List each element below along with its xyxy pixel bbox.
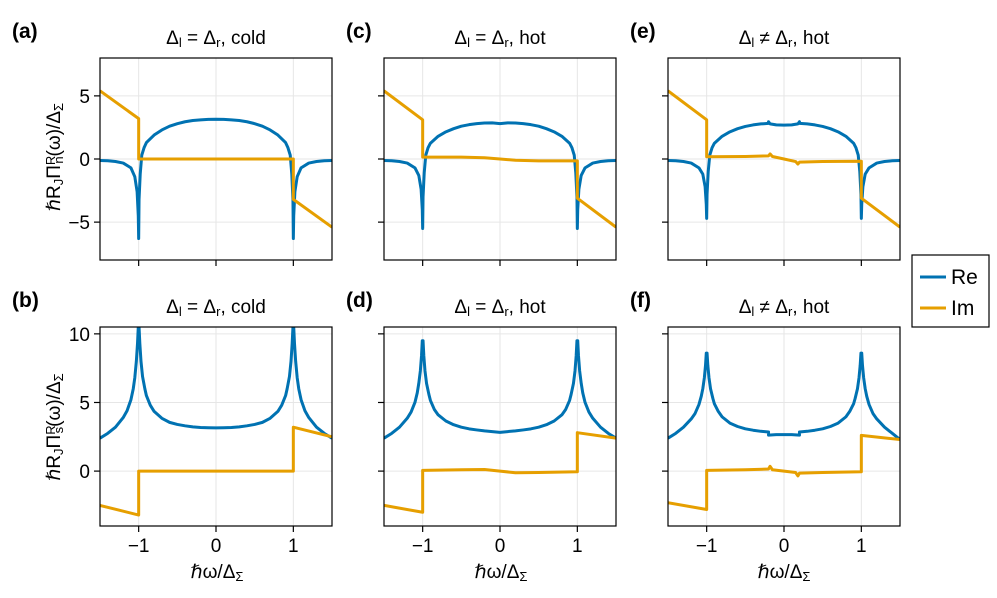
panel-c-letter: (c) xyxy=(346,20,372,43)
panel-d: −1 0 1 (d) Δl = Δr, hot xyxy=(346,289,617,557)
panel-c-title: Δl = Δr, hot xyxy=(454,28,546,50)
panel-b-title-relation: = xyxy=(182,297,204,318)
panel-b-letter: (b) xyxy=(12,289,39,312)
panel-e-title-sub-right: r xyxy=(788,35,793,50)
legend: Re Im xyxy=(911,254,990,328)
xlabel-col-1: ℏω/ΔΣ xyxy=(191,562,244,584)
panel-b: −1 0 1 10 5 0 (b) Δl = Δr, cold xyxy=(12,289,333,557)
panel-e-title: Δl ≠ Δr, hot xyxy=(739,28,830,50)
panel-f-title-delta-left: Δ xyxy=(739,297,752,318)
panel-e-series-im xyxy=(668,89,900,229)
panel-b-series-re xyxy=(100,327,332,440)
ylabel-row-bottom: ℏRJΠRs(ω)/ΔΣ xyxy=(43,373,66,480)
panel-a-title-relation: = xyxy=(182,28,204,49)
panel-c-title-sub-right: r xyxy=(504,35,509,50)
panel-a-title-sub-right: r xyxy=(216,35,221,50)
panel-a-title-rest: , cold xyxy=(220,28,265,49)
panel-c-title-rest: , hot xyxy=(509,28,547,49)
legend-label-re: Re xyxy=(951,266,978,289)
panel-b-xtick-label-1: 0 xyxy=(211,536,222,557)
panel-b-ytick-label-1: 5 xyxy=(79,393,90,414)
panel-d-title: Δl = Δr, hot xyxy=(454,297,546,319)
panel-f-xtick-label-1: 0 xyxy=(779,536,790,557)
panel-c-title-sub-left: l xyxy=(467,35,470,50)
panel-f-letter: (f) xyxy=(630,289,651,312)
panel-b-ytick-label-0: 10 xyxy=(69,325,90,346)
panel-e-title-rest: , hot xyxy=(792,28,830,49)
panel-f-title: Δl ≠ Δr, hot xyxy=(739,297,830,319)
panel-c: (c) Δl = Δr, hot xyxy=(346,20,617,266)
panel-f: −1 0 1 (f) Δl ≠ Δr, hot xyxy=(630,289,901,557)
panel-b-title-rest: , cold xyxy=(220,297,265,318)
panel-b-title-sub-left: l xyxy=(179,304,182,319)
panel-f-series-re xyxy=(668,351,900,441)
panel-d-title-relation: = xyxy=(470,297,492,318)
legend-box xyxy=(911,254,990,328)
legend-label-im: Im xyxy=(951,297,974,320)
panel-f-xtick-label-0: −1 xyxy=(696,536,718,557)
panel-a-ytick-label-1: 0 xyxy=(79,150,90,171)
panel-d-xtick-label-1: 0 xyxy=(495,536,506,557)
panel-e-series-re xyxy=(668,120,900,220)
panel-b-title-delta-right: Δ xyxy=(203,297,216,318)
panel-f-title-sub-left: l xyxy=(751,304,754,319)
panel-c-title-delta-left: Δ xyxy=(454,28,467,49)
panel-f-title-rest: , hot xyxy=(792,297,830,318)
panel-a-title: Δl = Δr, cold xyxy=(166,28,266,50)
panel-a-title-delta-left: Δ xyxy=(166,28,179,49)
panel-c-title-relation: = xyxy=(470,28,492,49)
panel-b-ytick-label-2: 0 xyxy=(79,462,90,483)
panel-a-ytick-label-2: −5 xyxy=(68,213,90,234)
panel-d-xtick-label-2: 1 xyxy=(572,536,583,557)
panel-b-title-delta-left: Δ xyxy=(166,297,179,318)
panel-b-xtick-label-2: 1 xyxy=(288,536,299,557)
panel-b-xtick-label-0: −1 xyxy=(128,536,150,557)
panel-c-series-re xyxy=(384,121,616,230)
panel-d-xtick-label-0: −1 xyxy=(412,536,434,557)
panel-a-ytick-label-0: 5 xyxy=(79,87,90,108)
panel-e-title-delta-right: Δ xyxy=(775,28,788,49)
panel-d-title-delta-right: Δ xyxy=(492,297,505,318)
panel-e-letter: (e) xyxy=(630,20,656,43)
panel-f-series-im xyxy=(668,433,900,512)
panel-f-title-delta-right: Δ xyxy=(775,297,788,318)
panel-d-title-sub-right: r xyxy=(504,304,509,319)
panel-d-letter: (d) xyxy=(346,289,373,312)
panel-a-title-sub-left: l xyxy=(179,35,182,50)
panel-e: (e) Δl ≠ Δr, hot xyxy=(630,20,901,266)
panel-d-series-im xyxy=(384,431,616,514)
panel-d-title-rest: , hot xyxy=(509,297,547,318)
panel-d-title-delta-left: Δ xyxy=(454,297,467,318)
panels: 50−5(a) Δl = Δr, cold (c) Δl = Δr, hot (e) Δl… xyxy=(12,20,901,557)
panel-d-title-sub-left: l xyxy=(467,304,470,319)
xlabel-col-2: ℏω/ΔΣ xyxy=(475,562,528,584)
panel-e-title-sub-left: l xyxy=(751,35,754,50)
panel-f-xtick-label-2: 1 xyxy=(856,536,867,557)
panel-b-title-sub-right: r xyxy=(216,304,221,319)
panel-a: 5 0 −5 (a) Δl = Δr, cold xyxy=(12,20,333,266)
panel-a-series-re xyxy=(100,117,332,241)
panel-f-title-sub-right: r xyxy=(788,304,793,319)
panel-a-series-im xyxy=(100,89,332,229)
panel-c-title-delta-right: Δ xyxy=(492,28,505,49)
panel-f-title-relation: ≠ xyxy=(754,297,775,318)
panel-b-title: Δl = Δr, cold xyxy=(166,297,266,319)
panel-a-letter: (a) xyxy=(12,20,38,43)
panel-e-title-delta-left: Δ xyxy=(739,28,752,49)
panel-d-series-re xyxy=(384,339,616,440)
ylabel-row-top: ℏRJΠRn(ω)/ΔΣ xyxy=(43,103,66,211)
panel-b-series-im xyxy=(100,425,332,517)
panel-a-title-delta-right: Δ xyxy=(203,28,216,49)
panel-c-series-im xyxy=(384,89,616,229)
panel-e-title-relation: ≠ xyxy=(754,28,775,49)
xlabel-col-3: ℏω/ΔΣ xyxy=(758,562,811,584)
